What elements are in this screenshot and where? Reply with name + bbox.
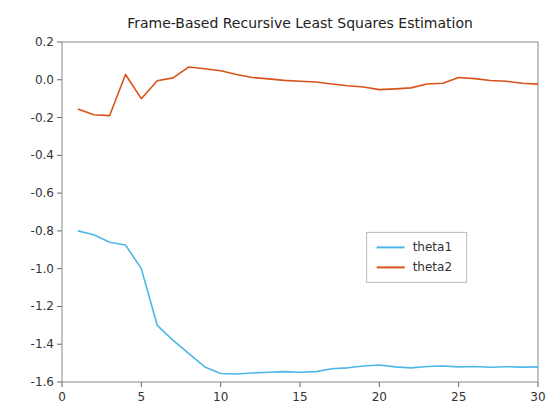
y-tick: [57, 230, 62, 231]
x-tick: [379, 382, 380, 387]
y-axis: -1.6 -1.4 -1.2 -1.0 -0.8 -0.6 -0.4 -0.2 0.0 0.2: [31, 35, 62, 389]
x-tick-label: 0: [58, 390, 66, 404]
y-tick-label: -0.6: [31, 186, 54, 200]
x-tick: [141, 382, 142, 387]
y-tick-label: 0.0: [35, 73, 54, 87]
y-tick: [57, 117, 62, 118]
y-tick: [57, 193, 62, 194]
line-series: [78, 231, 538, 374]
x-tick-label: 25: [451, 390, 466, 404]
y-tick-label: 0.2: [35, 35, 54, 49]
legend-swatch: [377, 246, 405, 248]
y-tick-label: -0.4: [31, 148, 54, 162]
plot-frame: [62, 42, 538, 382]
y-tick: [57, 79, 62, 80]
legend: theta1 theta2: [367, 232, 467, 282]
y-tick: [57, 268, 62, 269]
x-tick-label: 20: [372, 390, 387, 404]
x-tick: [458, 382, 459, 387]
title: Frame-Based Recursive Least Squares Esti…: [127, 15, 473, 31]
legend-label: theta2: [413, 260, 452, 274]
x-tick-label: 10: [213, 390, 228, 404]
x-tick-label: 15: [292, 390, 307, 404]
y-tick: [57, 155, 62, 156]
y-tick-label: -1.6: [31, 375, 54, 389]
line-series: [78, 67, 538, 116]
x-tick: [300, 382, 301, 387]
background: [0, 0, 560, 420]
x-tick-label: 30: [530, 390, 545, 404]
x-axis: 0 5 10 15 20 25 30: [58, 382, 545, 404]
x-tick-label: 5: [138, 390, 146, 404]
y-tick: [57, 42, 62, 43]
legend-label: theta1: [413, 240, 452, 254]
y-tick-label: -1.2: [31, 299, 54, 313]
chart: Frame-Based Recursive Least Squares Esti…: [0, 0, 560, 420]
y-tick-label: -1.4: [31, 337, 54, 351]
y-tick: [57, 382, 62, 383]
y-tick-label: -0.2: [31, 111, 54, 125]
x-tick: [62, 382, 63, 387]
legend-box: [367, 232, 467, 282]
y-tick: [57, 344, 62, 345]
x-tick: [220, 382, 221, 387]
y-tick-label: -1.0: [31, 262, 54, 276]
x-tick: [538, 382, 539, 387]
y-tick-label: -0.8: [31, 224, 54, 238]
legend-swatch: [377, 266, 405, 268]
y-tick: [57, 306, 62, 307]
plot-area: [78, 67, 538, 374]
